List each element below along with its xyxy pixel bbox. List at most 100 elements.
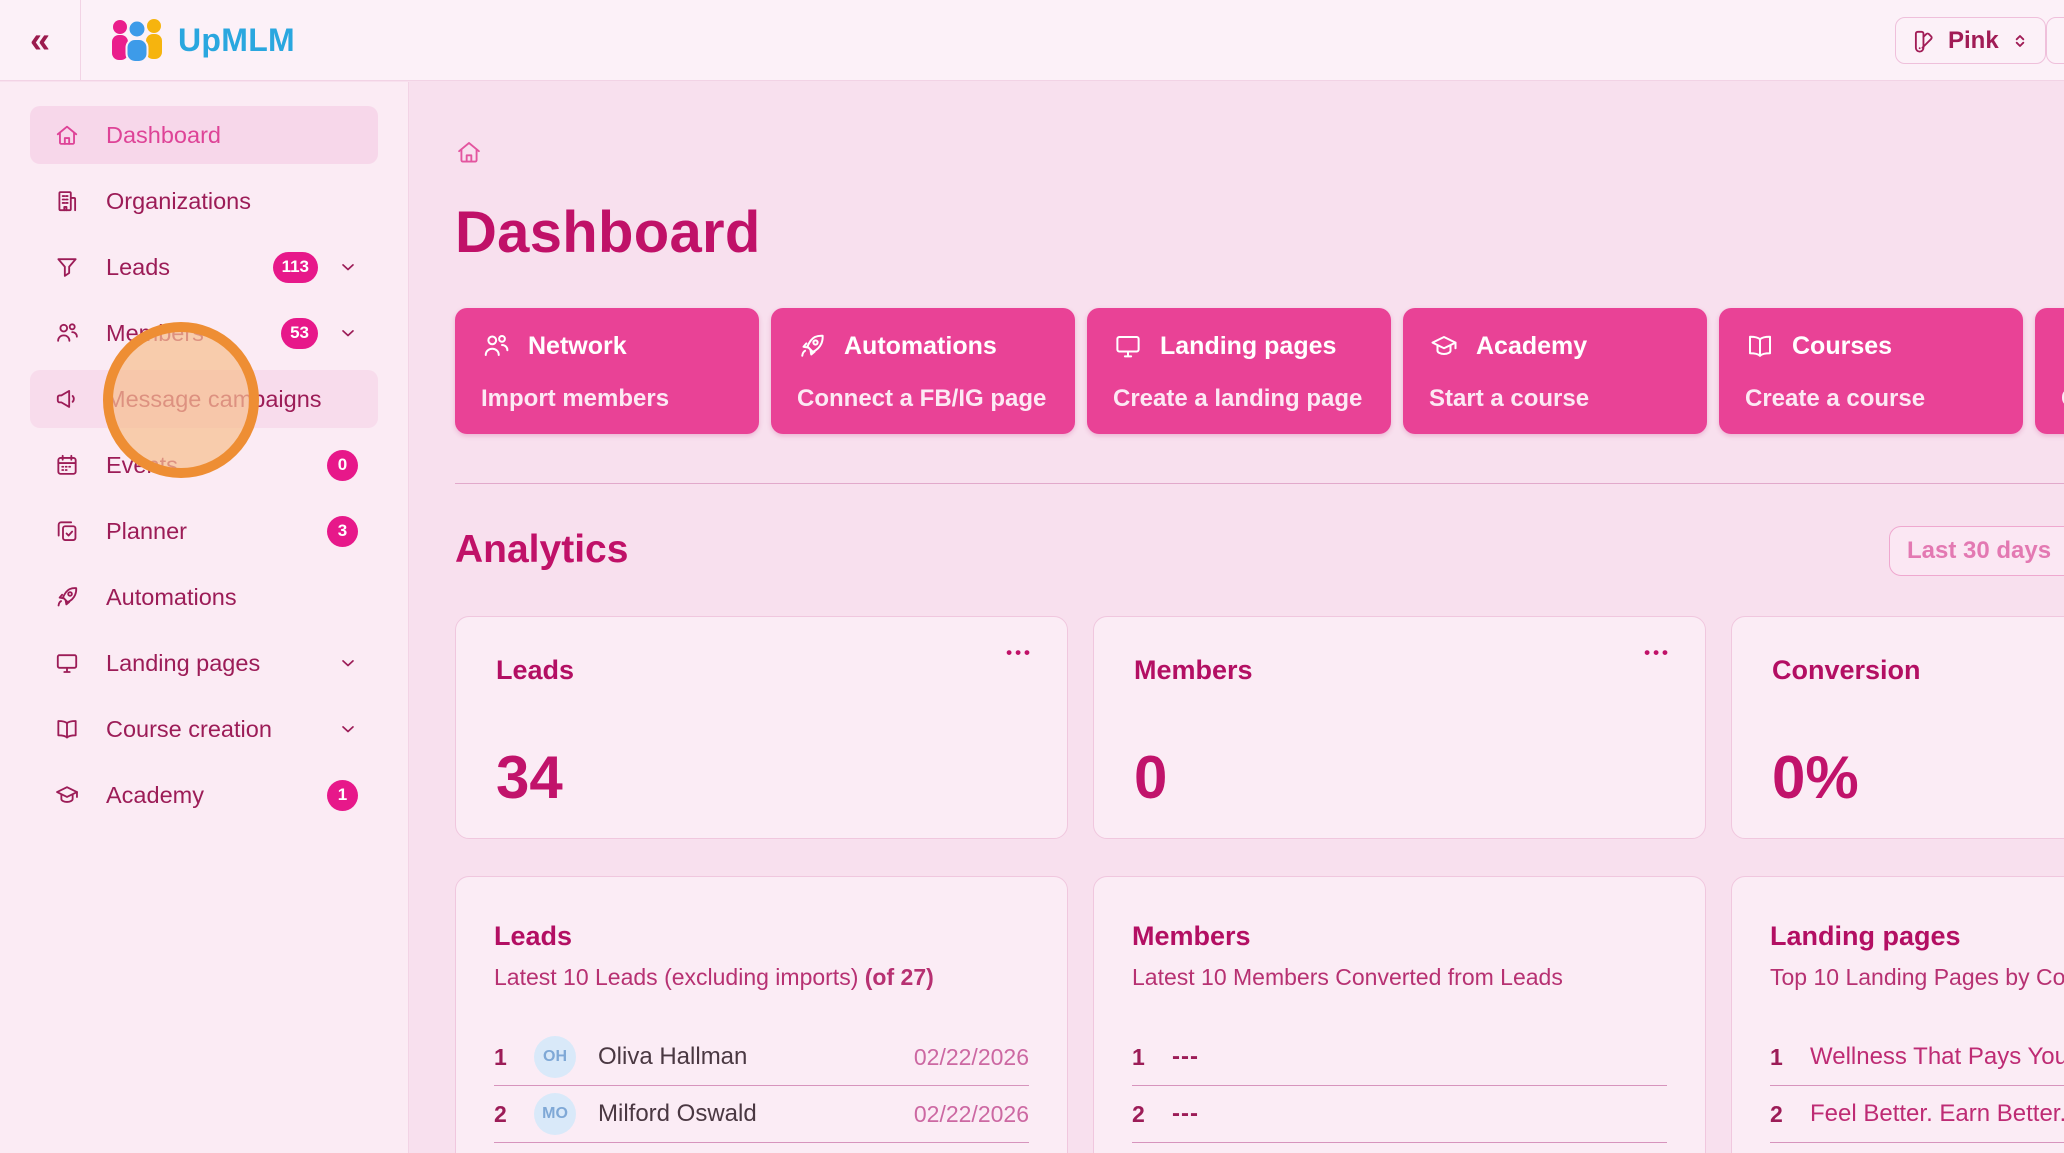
sidebar-item-leads[interactable]: Leads 113 — [30, 238, 378, 296]
row-index: 1 — [1770, 1043, 1783, 1070]
sidebar-item-label: Organizations — [106, 187, 251, 214]
landing-page-name: Wellness That Pays You Back — [1810, 1043, 2064, 1070]
quick-action-partial[interactable]: C — [2035, 308, 2064, 434]
sidebar-collapse-area: « — [0, 0, 81, 80]
monitor-icon — [1113, 331, 1143, 361]
rocket-icon — [54, 584, 80, 610]
planner-clipboard-icon — [54, 518, 80, 544]
theme-selector[interactable]: Pink — [1895, 17, 2046, 64]
sidebar-item-members[interactable]: Members 53 — [30, 304, 378, 362]
quick-action-courses[interactable]: Courses Create a course — [1719, 308, 2023, 434]
quick-action-academy[interactable]: Academy Start a course — [1403, 308, 1707, 434]
quick-action-subtitle: C — [2061, 385, 2064, 413]
book-icon — [54, 716, 80, 742]
building-icon — [54, 188, 80, 214]
lead-name: Oliva Hallman — [598, 1043, 748, 1070]
monitor-icon — [54, 650, 80, 676]
date-range-selector[interactable]: Last 30 days 01/2 — [1889, 526, 2064, 576]
calendar-icon — [54, 452, 80, 478]
stats-row: Leads ••• 34 Members ••• 0 Conversion 0% — [455, 616, 2064, 839]
leads-count-badge: 113 — [272, 251, 318, 283]
sidebar-item-label: Events — [106, 451, 178, 478]
quick-action-title: Network — [528, 331, 627, 360]
sidebar-item-dashboard[interactable]: Dashboard — [30, 106, 378, 164]
member-placeholder: --- — [1172, 1100, 1199, 1127]
row-index: 2 — [1770, 1100, 1783, 1127]
landing-page-row[interactable]: 2 Feel Better. Earn Better. — [1770, 1086, 2064, 1143]
people-icon — [481, 331, 511, 361]
sidebar-item-course-creation[interactable]: Course creation — [30, 700, 378, 758]
lead-name: Milford Oswald — [598, 1100, 757, 1127]
row-index: 2 — [1132, 1100, 1145, 1127]
quick-action-subtitle: Import members — [481, 385, 670, 412]
quick-action-subtitle: Start a course — [1429, 385, 1590, 412]
chevron-updown-icon — [2010, 31, 2030, 51]
collapse-sidebar-icon[interactable]: « — [29, 19, 51, 60]
graduation-cap-icon — [54, 782, 80, 808]
quick-action-network[interactable]: Network Import members — [455, 308, 759, 434]
sidebar-item-label: Landing pages — [106, 649, 261, 676]
avatar: MO — [534, 1093, 576, 1135]
sidebar-item-organizations[interactable]: Organizations — [30, 172, 378, 230]
list-subtitle: Latest 10 Members Converted from Leads — [1132, 964, 1563, 990]
sidebar-item-label: Members — [106, 319, 204, 346]
sidebar-item-events[interactable]: Events 0 — [30, 436, 378, 494]
quick-action-title: Academy — [1476, 331, 1588, 360]
sidebar-item-label: Dashboard — [106, 121, 221, 148]
quick-action-automations[interactable]: Automations Connect a FB/IG page — [771, 308, 1075, 434]
stat-value: 34 — [496, 744, 563, 811]
events-count-badge: 0 — [327, 449, 358, 481]
sidebar-item-planner[interactable]: Planner 3 — [30, 502, 378, 560]
quick-actions-row: Network Import members Automations Conne… — [455, 308, 2064, 434]
sidebar-item-academy[interactable]: Academy 1 — [30, 766, 378, 824]
avatar: OH — [534, 1036, 576, 1078]
quick-action-subtitle: Create a course — [1745, 385, 1926, 412]
sidebar-item-landing-pages[interactable]: Landing pages — [30, 634, 378, 692]
quick-action-landing-pages[interactable]: Landing pages Create a landing page — [1087, 308, 1391, 434]
sidebar-item-label: Academy — [106, 781, 204, 808]
page-title: Dashboard — [455, 200, 761, 265]
row-index: 1 — [1132, 1043, 1145, 1070]
sidebar-item-label: Automations — [106, 583, 237, 610]
lead-date: 02/22/2026 — [913, 1043, 1029, 1070]
sidebar-item-label: Message campaigns — [106, 385, 322, 412]
lead-row[interactable]: 2 MO Milford Oswald 02/22/2026 — [494, 1086, 1029, 1143]
chevron-down-icon — [338, 653, 358, 673]
academy-count-badge: 1 — [327, 779, 358, 811]
list-title: Members — [1132, 921, 1251, 951]
sidebar-item-message-campaigns[interactable]: Message campaigns — [30, 370, 378, 428]
theme-selector-value: Pink — [1948, 26, 1999, 54]
ellipsis-menu-icon[interactable]: ••• — [1006, 643, 1033, 662]
analytics-header: Analytics Last 30 days 01/2 — [455, 526, 2064, 576]
ellipsis-menu-icon[interactable]: ••• — [1644, 643, 1671, 662]
analytics-heading: Analytics — [455, 528, 629, 571]
list-subtitle: Top 10 Landing Pages by Convers — [1770, 964, 2064, 990]
lead-row[interactable]: 1 OH Oliva Hallman 02/22/2026 — [494, 1029, 1029, 1086]
sidebar-item-label: Leads — [106, 253, 171, 280]
breadcrumb-home-icon[interactable] — [455, 138, 483, 166]
stat-card-leads: Leads ••• 34 — [455, 616, 1068, 839]
stat-card-members: Members ••• 0 — [1093, 616, 1706, 839]
date-range-label: Last 30 days — [1907, 537, 2052, 564]
sidebar-item-label: Course creation — [106, 715, 272, 742]
home-icon — [54, 122, 80, 148]
stat-title: Conversion — [1772, 655, 1921, 685]
sidebar-item-automations[interactable]: Automations — [30, 568, 378, 626]
stat-value: 0% — [1772, 744, 1859, 811]
graduation-cap-icon — [1429, 331, 1459, 361]
section-divider — [455, 483, 2064, 484]
topbar-extra-button[interactable] — [2046, 17, 2064, 64]
landing-page-row[interactable]: 1 Wellness That Pays You Back — [1770, 1029, 2064, 1086]
megaphone-icon — [54, 386, 80, 412]
stat-title: Leads — [496, 655, 575, 685]
app-logo[interactable]: UpMLM — [109, 17, 295, 63]
brand-name: UpMLM — [178, 21, 296, 58]
members-count-badge: 53 — [281, 317, 318, 349]
color-swatch-icon — [1911, 28, 1937, 54]
lead-date: 02/22/2026 — [913, 1100, 1029, 1127]
top-bar: « UpMLM — [0, 0, 2064, 81]
quick-action-subtitle: Connect a FB/IG page — [797, 385, 1047, 412]
logo-people-icon — [109, 17, 165, 63]
sidebar-nav: Dashboard Organizations Leads 113 Member… — [0, 82, 409, 1153]
